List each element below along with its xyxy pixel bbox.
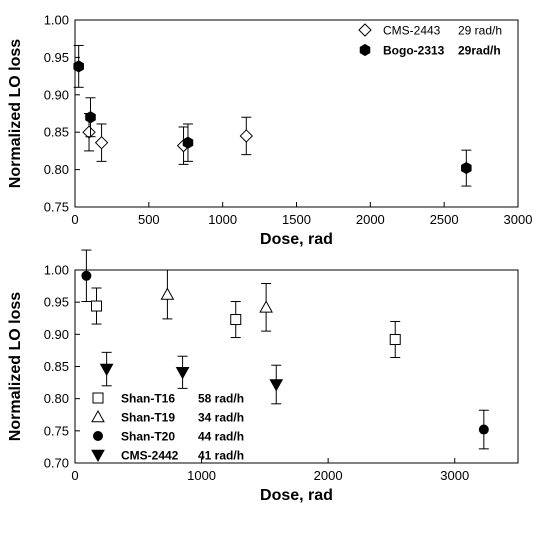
legend-label: Shan-T19 <box>121 411 175 425</box>
series-shan-t20 <box>81 249 489 450</box>
x-tick-label: 0 <box>71 212 78 227</box>
series-cms-2442 <box>99 351 284 405</box>
y-axis-label: Normalized LO loss <box>7 39 24 188</box>
legend-marker <box>358 23 372 37</box>
y-tick-label: 0.75 <box>44 423 69 438</box>
x-tick-label: 0 <box>71 468 78 483</box>
chart-top-dose-response: 0 500 1000 1500 2000 2500 3000 0.75 0.80 0.85 0.90… <box>7 13 532 249</box>
data-point <box>239 129 254 143</box>
x-tick-label: 2500 <box>430 212 459 227</box>
x-tick-label: 3000 <box>504 212 533 227</box>
legend-rate: 58 rad/h <box>198 392 244 406</box>
chart-bottom-dose-response: 0 1000 2000 3000 0.70 0.75 0.80 0.85 0.90 0.95 1.0… <box>7 249 519 504</box>
legend-label: CMS-2442 <box>121 449 179 463</box>
legend-marker <box>91 449 105 463</box>
data-point <box>73 60 84 73</box>
data-point <box>182 136 194 149</box>
legend-marker <box>92 392 104 404</box>
data-point <box>230 314 242 326</box>
legend-label: Shan-T16 <box>121 392 175 406</box>
series-shan-t16 <box>91 287 401 358</box>
legend-rate: 44 rad/h <box>198 430 244 444</box>
legend-label: Shan-T20 <box>121 430 175 444</box>
legend-item-cms-2442: CMS-2442 41 rad/h <box>91 449 244 463</box>
data-point <box>175 366 190 380</box>
legend-rate: 29rad/h <box>458 44 501 58</box>
x-tick-label: 1000 <box>187 468 216 483</box>
x-axis-label: Dose, rad <box>260 487 333 504</box>
legend-item-shan-t20: Shan-T20 44 rad/h <box>93 430 244 444</box>
y-tick-label: 1.00 <box>44 13 69 28</box>
legend-item-shan-t19: Shan-T19 34 rad/h <box>91 409 244 425</box>
y-tick-label: 0.95 <box>44 50 69 65</box>
y-tick-label: 0.75 <box>44 200 69 215</box>
data-point <box>94 135 109 150</box>
y-tick-label: 1.00 <box>44 263 69 278</box>
series-cms-2443 <box>82 113 254 165</box>
data-point <box>91 300 103 312</box>
data-point <box>99 363 114 377</box>
legend-marker <box>359 43 371 57</box>
x-tick-label: 3000 <box>440 468 469 483</box>
y-tick-label: 0.70 <box>44 456 69 471</box>
y-tick-label: 0.80 <box>44 391 69 406</box>
legend-rate: 41 rad/h <box>198 449 244 463</box>
legend-rate: 34 rad/h <box>198 411 244 425</box>
legend-marker <box>93 431 103 441</box>
legend: CMS-2443 29 rad/h Bogo-2313 29rad/h <box>358 23 502 58</box>
data-point <box>160 287 175 300</box>
legend-item-bogo-2313: Bogo-2313 29rad/h <box>359 43 501 58</box>
legend-item-cms-2443: CMS-2443 29 rad/h <box>358 23 502 38</box>
data-point <box>259 300 273 313</box>
legend-rate: 29 rad/h <box>458 24 502 38</box>
data-point <box>461 162 472 175</box>
data-point <box>389 333 401 345</box>
y-tick-label: 0.85 <box>44 359 69 374</box>
x-tick-label: 2000 <box>356 212 385 227</box>
y-tick-label: 0.95 <box>44 295 69 310</box>
legend: Shan-T16 58 rad/h Shan-T19 34 rad/h Shan-T20… <box>91 392 244 463</box>
x-tick-label: 1500 <box>282 212 311 227</box>
series-shan-t19 <box>160 269 273 332</box>
data-point <box>85 111 96 124</box>
x-tick-label: 500 <box>138 212 160 227</box>
x-axis-label: Dose, rad <box>260 231 333 248</box>
legend-marker <box>91 409 105 423</box>
y-tick-label: 0.85 <box>44 125 69 140</box>
y-tick-label: 0.90 <box>44 87 69 102</box>
legend-item-shan-t16: Shan-T16 58 rad/h <box>92 392 244 406</box>
legend-label: CMS-2443 <box>383 24 441 38</box>
plot-frame <box>74 19 519 208</box>
y-tick-label: 0.90 <box>44 327 69 342</box>
data-point <box>82 125 96 139</box>
x-tick-label: 2000 <box>314 468 343 483</box>
data-point <box>81 270 92 281</box>
x-tick-label: 1000 <box>208 212 237 227</box>
data-point <box>478 424 489 435</box>
data-point <box>269 379 284 392</box>
y-axis-label: Normalized LO loss <box>7 292 24 441</box>
series-bogo-2313 <box>73 44 472 187</box>
legend-label: Bogo-2313 <box>383 44 445 58</box>
y-tick-label: 0.80 <box>44 162 69 177</box>
